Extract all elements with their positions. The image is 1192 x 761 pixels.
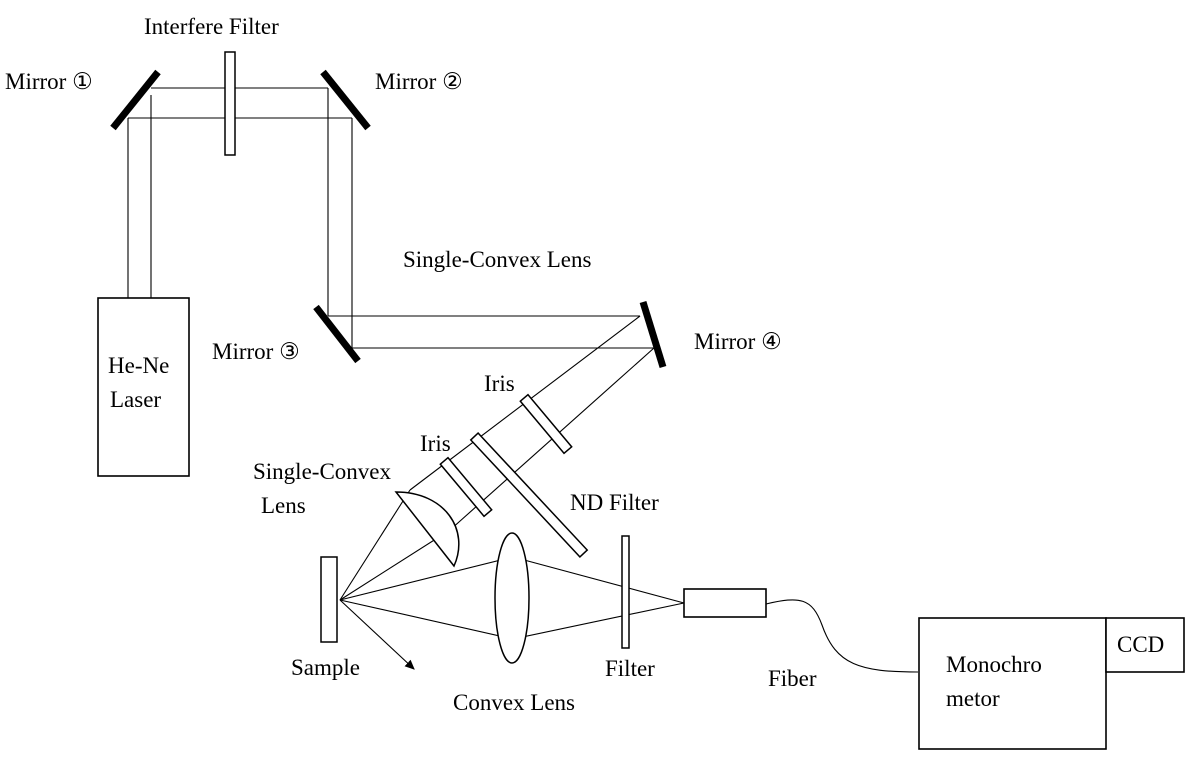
label-sample: Sample [291,655,360,680]
labels: Interfere Filter Mirror ① Mirror ② Mirro… [5,14,1164,715]
label-nd-filter: ND Filter [570,490,659,515]
label-monochromator-line2: metor [946,686,1000,711]
fiber-head [683,588,767,618]
label-single-convex-top: Single-Convex Lens [403,247,591,272]
beam-paths [127,87,919,673]
mirror-4 [639,300,667,369]
interference-filter [224,51,236,156]
ccd-box [1105,617,1185,673]
label-ccd: CCD [1117,632,1164,657]
beam-convex-to-fiber-bottom [512,602,685,640]
label-laser-line1: He-Ne [108,353,169,378]
label-convex-lens: Convex Lens [453,690,575,715]
label-laser-line2: Laser [110,387,161,412]
label-iris-upper: Iris [484,371,515,396]
label-iris-lower: Iris [420,431,451,456]
beam-lens-to-sample-a [339,489,411,601]
he-ne-laser-box [97,297,190,477]
label-mirror-2: Mirror ② [375,69,463,94]
mirror-1 [110,69,161,131]
reflected-beam-arrow [339,599,415,670]
label-filter: Filter [605,656,655,681]
filter [621,535,630,649]
nd-filter [469,432,589,558]
label-single-convex-left-line1: Single-Convex [253,459,391,484]
single-convex-lens [394,491,460,568]
beam-convex-to-fiber-top [512,556,685,604]
iris-upper [519,393,573,455]
beam-sample-to-convex-bottom [339,599,514,640]
sample [320,556,338,643]
label-mirror-3: Mirror ③ [212,339,300,364]
label-mirror-4: Mirror ④ [694,329,782,354]
label-mirror-1: Mirror ① [5,69,93,94]
convex-lens [494,532,530,664]
label-interfere-filter: Interfere Filter [144,14,279,39]
mirror-3 [313,304,361,364]
iris-lower [439,456,493,518]
beam-sample-to-convex-top [339,556,514,601]
label-fiber: Fiber [768,666,817,691]
mirror-2 [320,69,371,131]
monochromator-box [918,617,1107,750]
beam-lens-to-sample-b [339,529,451,601]
label-single-convex-left-line2: Lens [261,493,306,518]
fiber-cable [765,599,919,673]
label-monochromator-line1: Monochro [946,652,1042,677]
